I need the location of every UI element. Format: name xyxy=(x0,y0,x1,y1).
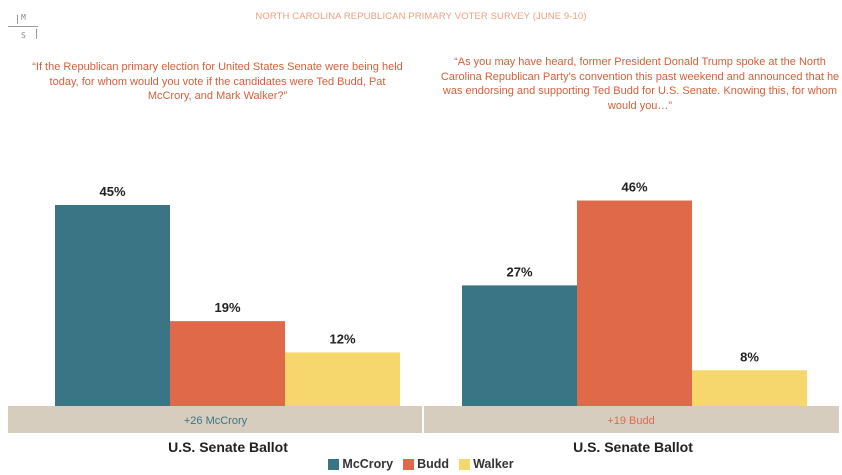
bar-budd xyxy=(170,321,285,406)
logo-bar xyxy=(17,15,18,24)
survey-title: NORTH CAROLINA REPUBLICAN PRIMARY VOTER … xyxy=(255,11,587,22)
bar-walker xyxy=(692,370,807,406)
chart-title: U.S. Senate Ballot xyxy=(168,439,288,455)
data-label: 45% xyxy=(99,184,125,199)
question-2: “As you may have heard, former President… xyxy=(440,56,840,112)
legend-swatch xyxy=(328,458,340,470)
chart-title: U.S. Senate Ballot xyxy=(573,439,693,455)
legend-swatch xyxy=(403,458,415,470)
chart-panel-2: 27% 46% 8% +19 Budd U.S. Senate Ballot xyxy=(423,180,839,455)
legend-item-walker: Walker xyxy=(459,457,514,471)
legend-item-budd: Budd xyxy=(403,457,449,471)
data-label: 19% xyxy=(214,300,240,315)
bar-mccrory xyxy=(55,205,170,406)
margin-band xyxy=(423,406,839,433)
margin-label: +19 Budd xyxy=(607,415,654,427)
legend: McCrory Budd Walker xyxy=(0,457,842,471)
bar-walker xyxy=(285,352,400,406)
logo-letter-bottom: S xyxy=(21,31,26,40)
bar-mccrory xyxy=(462,285,577,406)
legend-label: McCrory xyxy=(342,457,394,471)
question-1: “If the Republican primary election for … xyxy=(32,61,403,102)
bar-budd xyxy=(577,200,692,406)
data-label: 27% xyxy=(506,264,532,279)
logo-divider xyxy=(8,26,38,27)
data-label: 12% xyxy=(329,331,355,346)
margin-label: +26 McCrory xyxy=(184,415,248,427)
legend-item-mccrory: McCrory xyxy=(328,457,393,471)
data-label: 8% xyxy=(740,349,759,364)
logo: M S xyxy=(8,7,38,43)
legend-label: Walker xyxy=(473,457,514,471)
legend-swatch xyxy=(459,458,471,470)
data-label: 46% xyxy=(621,180,647,195)
margin-band xyxy=(8,406,423,433)
legend-label: Budd xyxy=(417,457,450,471)
logo-bar xyxy=(36,29,37,39)
logo-letter-top: M xyxy=(21,13,26,22)
chart-panel-1: 45% 19% 12% +26 McCrory U.S. Senate Ballot xyxy=(8,184,423,455)
